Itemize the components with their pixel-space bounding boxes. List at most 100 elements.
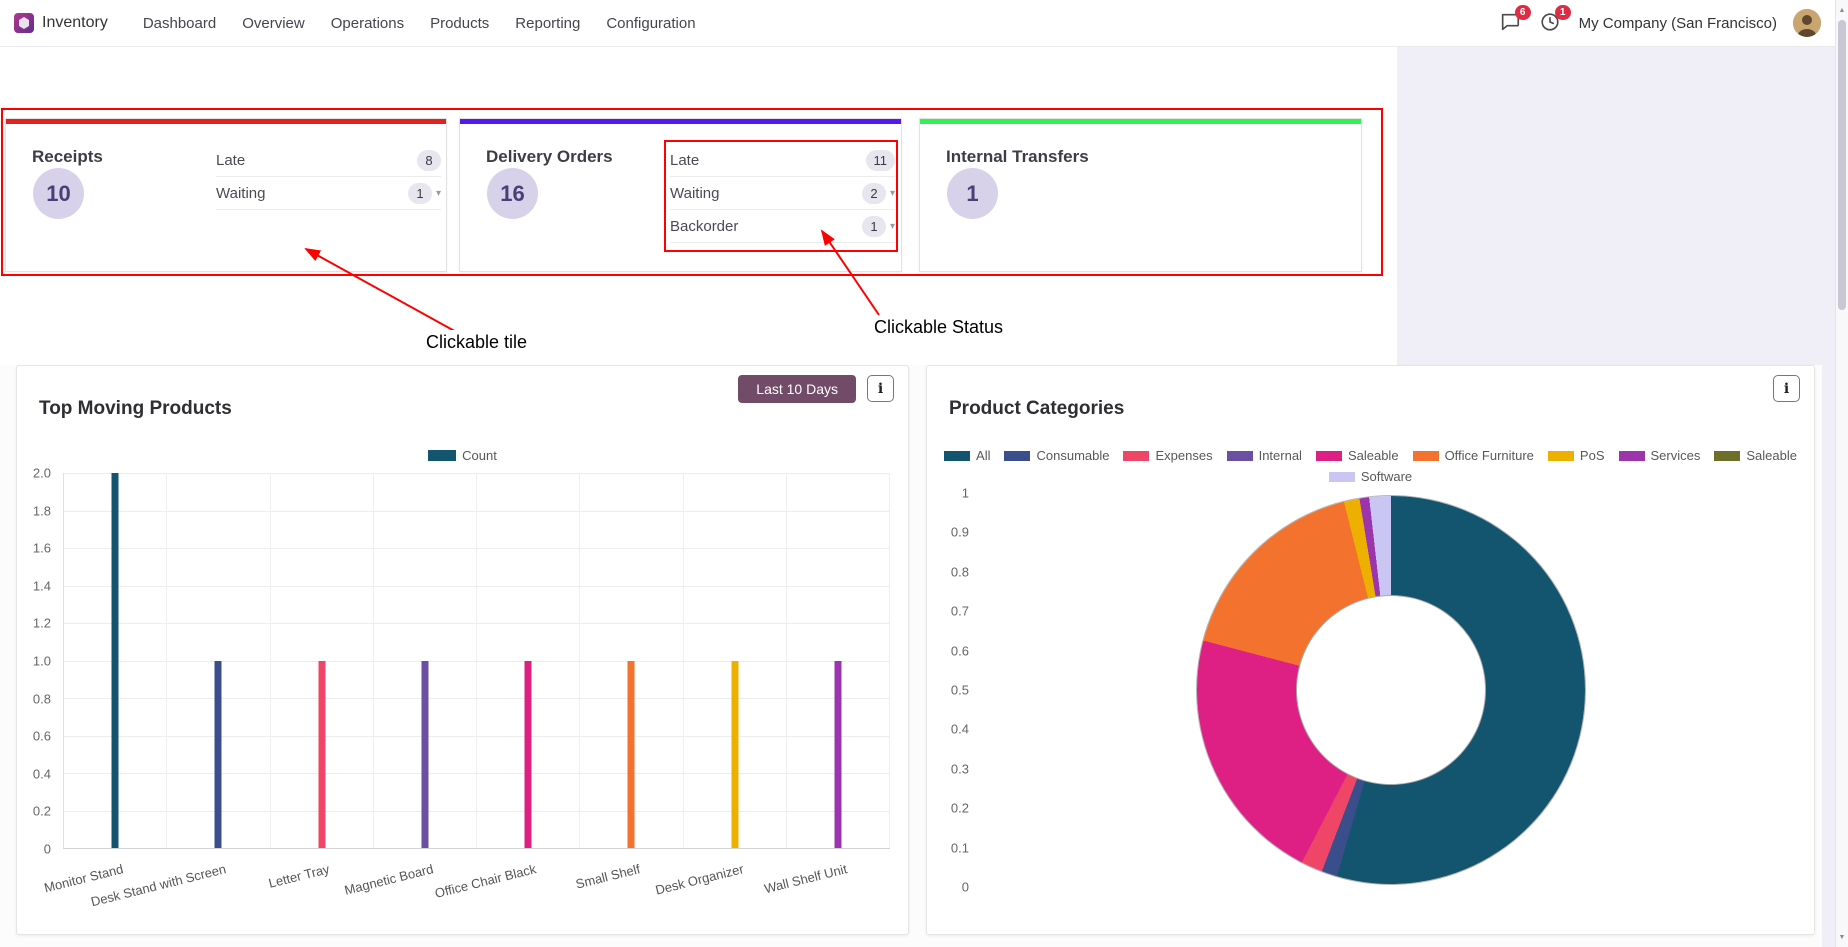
status-right: 8 (417, 149, 441, 171)
legend-item-pos[interactable]: PoS (1547, 448, 1605, 463)
legend-item-software[interactable]: Software (1328, 469, 1412, 484)
bar-slot (580, 473, 684, 848)
menu-item-operations[interactable]: Operations (330, 14, 405, 32)
legend-item-saleable[interactable]: Saleable (1714, 448, 1797, 463)
x-tick-label: Letter Tray (267, 861, 332, 891)
legend-item-office-furniture[interactable]: Office Furniture (1412, 448, 1534, 463)
tile-title: Receipts (32, 147, 103, 166)
tile-status-list: Late 11 Waiting 2 ▾ Backorder 1 ▾ (670, 144, 895, 243)
info-icon[interactable]: i (1773, 375, 1800, 402)
x-tick-label: Magnetic Board (342, 861, 435, 898)
gridline (64, 660, 890, 662)
tile-receipts[interactable]: Receipts 10 Late 8 Waiting 1 ▾ (5, 118, 447, 272)
donut-legend-row-1: All Consumable Expenses Internal Saleable Off… (927, 448, 1814, 463)
legend-label: Count (462, 448, 497, 463)
bar-monitor-stand (111, 473, 119, 848)
donut-chart (1197, 496, 1585, 884)
bar-chart-plot (63, 473, 890, 849)
y-tick-label: 0 (43, 841, 51, 857)
y-tick-label: 1.6 (32, 540, 51, 556)
legend-label: Office Furniture (1444, 448, 1534, 463)
legend-item-consumable[interactable]: Consumable (1004, 448, 1109, 463)
user-avatar[interactable] (1793, 9, 1821, 37)
menu-item-configuration[interactable]: Configuration (606, 14, 696, 32)
bar-desk-stand-with-screen (214, 660, 222, 848)
last-10-days-button[interactable]: Last 10 Days (738, 375, 856, 403)
menu-item-products[interactable]: Products (430, 14, 490, 32)
legend-label: Services (1650, 448, 1701, 463)
x-tick-label: Desk Organizer (653, 861, 745, 898)
bar-slot (787, 473, 890, 848)
legend-item-expenses[interactable]: Expenses (1123, 448, 1213, 463)
status-count-badge: 8 (417, 149, 441, 171)
info-icon[interactable]: i (867, 375, 894, 402)
tile-title: Delivery Orders (486, 147, 613, 166)
scroll-up-icon[interactable]: ▲ (1838, 6, 1846, 14)
donut-y-tick-label: 0.3 (950, 761, 969, 777)
status-label: Waiting (216, 184, 266, 202)
status-row-waiting[interactable]: Waiting 1 ▾ (216, 177, 441, 210)
legend-item-all[interactable]: All (944, 448, 990, 463)
donut-y-tick-label: 0.9 (950, 524, 969, 540)
tile-internal-transfers[interactable]: Internal Transfers 1 (919, 118, 1362, 272)
legend-item-internal[interactable]: Internal (1226, 448, 1302, 463)
menu-item-reporting[interactable]: Reporting (515, 14, 581, 32)
tile-count-badge[interactable]: 10 (33, 168, 84, 219)
scroll-down-icon[interactable]: ▼ (1838, 933, 1846, 941)
dashboard-page: Receipts 10 Late 8 Waiting 1 ▾ Delivery Orders 1… (0, 47, 1835, 947)
legend-swatch (1547, 450, 1574, 461)
bar-desk-organizer (731, 660, 739, 848)
tile-title: Internal Transfers (946, 147, 1089, 166)
status-row-waiting[interactable]: Waiting 2 ▾ (670, 177, 895, 210)
menu-item-overview[interactable]: Overview (242, 14, 305, 32)
card-title-top-moving-products: Top Moving Products (39, 397, 232, 419)
activities-button[interactable]: 1 (1539, 5, 1571, 37)
donut-y-tick-label: 0.6 (950, 643, 969, 659)
legend-item-saleable[interactable]: Saleable (1315, 448, 1399, 463)
annotation-clickable-tile-label: Clickable tile (422, 330, 540, 355)
status-row-backorder[interactable]: Backorder 1 ▾ (670, 210, 895, 243)
clock-icon (1539, 13, 1561, 37)
bar-letter-tray (318, 660, 326, 848)
tile-delivery-orders[interactable]: Delivery Orders 16 Late 11 Waiting 2 ▾ Backorde… (459, 118, 902, 272)
y-tick-label: 0.6 (32, 728, 51, 744)
gridline (64, 773, 890, 774)
status-label: Late (670, 151, 700, 169)
legend-item-services[interactable]: Services (1618, 448, 1701, 463)
y-tick-label: 2.0 (32, 465, 51, 481)
caret-down-icon: ▾ (435, 187, 441, 199)
vertical-scrollbar[interactable]: ▲ ▼ (1835, 0, 1848, 947)
x-tick-label: Office Chair Black (433, 861, 539, 901)
status-row-late[interactable]: Late 8 (216, 144, 441, 177)
app-name[interactable]: Inventory (42, 14, 108, 31)
legend-swatch (1328, 471, 1355, 482)
menu-item-dashboard[interactable]: Dashboard (142, 14, 217, 32)
bar-small-shelf (627, 660, 635, 848)
y-tick-label: 1.0 (32, 653, 51, 669)
x-tick-label: Wall Shelf Unit (762, 861, 849, 897)
scrollbar-thumb[interactable] (1838, 20, 1846, 310)
donut-legend-row-2: Software (927, 469, 1814, 484)
y-tick-label: 1.8 (32, 503, 51, 519)
app-brand[interactable]: Inventory (14, 13, 108, 33)
legend-swatch (944, 450, 971, 461)
y-tick-label: 0.8 (32, 691, 51, 707)
status-row-late[interactable]: Late 11 (670, 144, 895, 177)
tile-count-badge[interactable]: 1 (947, 168, 998, 219)
legend-swatch (1714, 450, 1741, 461)
donut-chart-hole (1296, 595, 1486, 785)
navbar-right: 6 1 My Company (San Francisco) (1499, 5, 1825, 37)
y-tick-label: 0.4 (32, 766, 51, 782)
legend-swatch (1315, 450, 1342, 461)
bar-slot (271, 473, 374, 848)
company-switcher[interactable]: My Company (San Francisco) (1578, 14, 1777, 32)
gridline (64, 735, 890, 737)
status-right: 1 ▾ (407, 182, 441, 204)
messages-badge: 6 (1514, 5, 1531, 20)
status-count-badge: 11 (865, 149, 895, 171)
legend-label: Saleable (1746, 448, 1797, 463)
messages-button[interactable]: 6 (1499, 5, 1531, 35)
legend-item-count[interactable]: Count (428, 448, 497, 463)
bar-chart-y-axis: 2.0 1.8 1.6 1.4 1.2 1.0 0.8 0.6 0.4 0.2 0 (17, 466, 57, 857)
tile-count-badge[interactable]: 16 (487, 168, 538, 219)
